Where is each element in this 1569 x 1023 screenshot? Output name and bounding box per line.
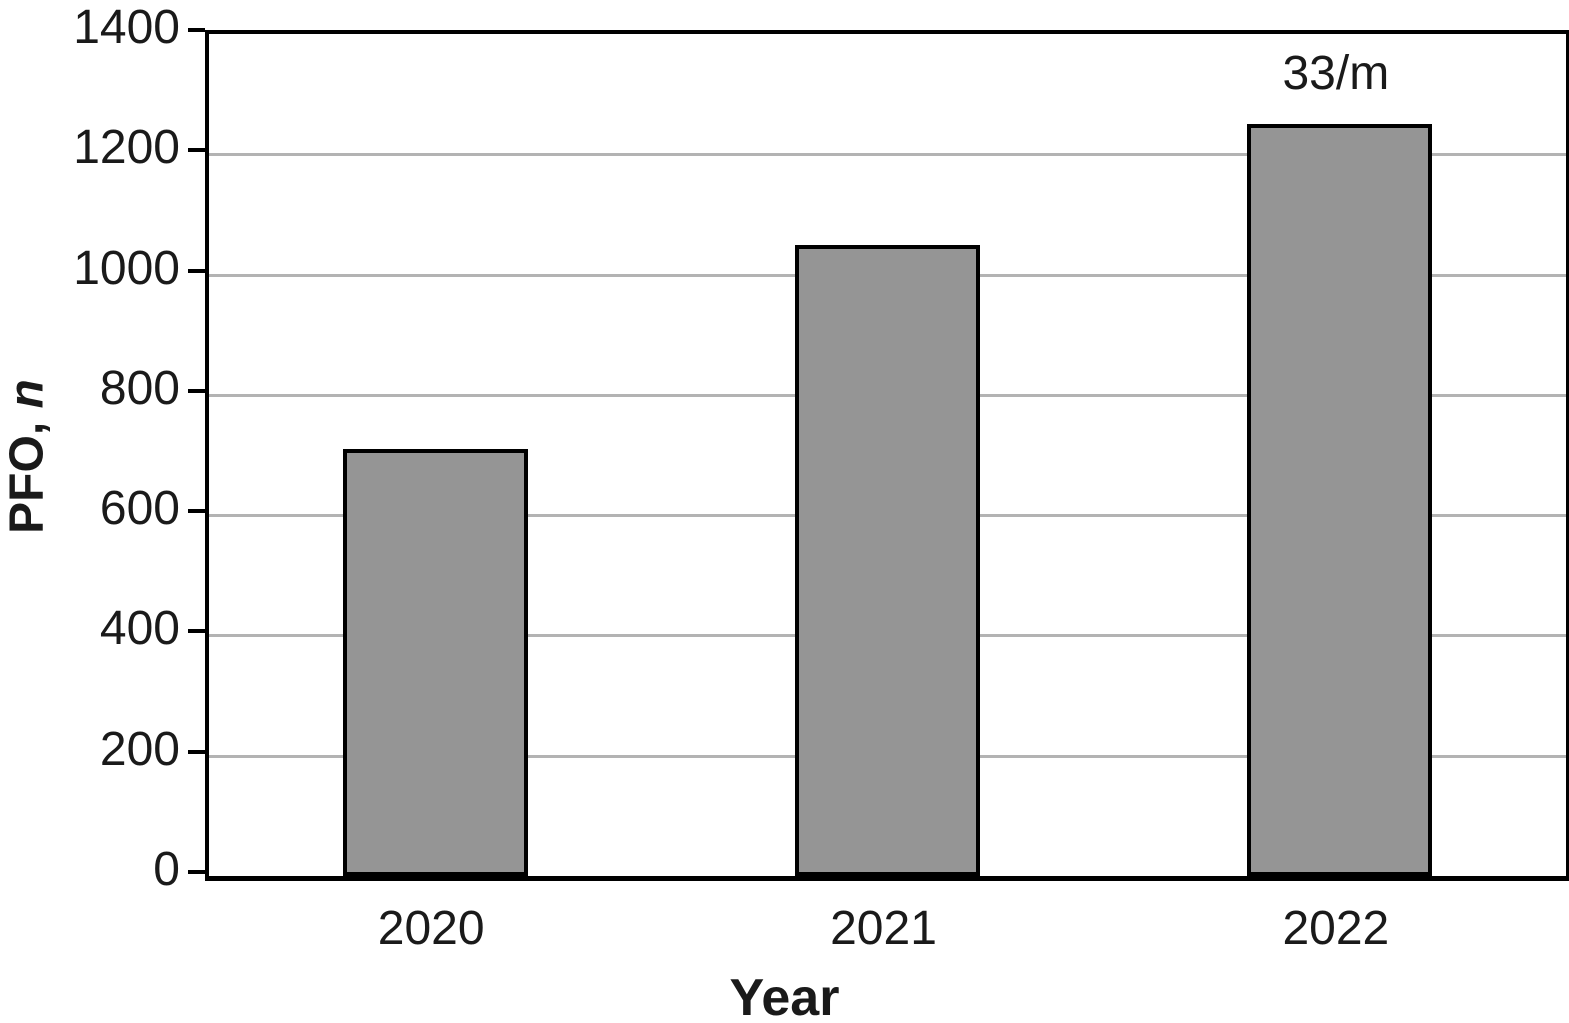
y-tick-label-1000: 1000	[73, 241, 180, 295]
bar-2021	[795, 244, 980, 876]
bar-2022	[1247, 124, 1433, 876]
y-tick-0	[188, 870, 205, 874]
y-tick-label-200: 200	[99, 722, 180, 776]
y-tick-1200	[188, 148, 205, 153]
y-axis-title-text: PFO,	[0, 408, 54, 534]
bar-2020	[342, 448, 528, 876]
y-tick-400	[188, 629, 205, 634]
gridline-1200	[209, 153, 1566, 157]
y-tick-label-600: 600	[99, 482, 180, 536]
x-tick-label-2022: 2022	[1282, 902, 1390, 955]
y-tick-1400	[188, 28, 205, 32]
y-axis-title-italic-n: n	[0, 379, 54, 409]
y-tick-label-0: 0	[153, 843, 180, 896]
bar-annotation-2022: 33/m	[1282, 47, 1390, 101]
x-tick-label-2021: 2021	[830, 902, 937, 955]
y-tick-600	[188, 509, 205, 514]
y-tick-label-1200: 1200	[73, 121, 180, 175]
x-axis-title: Year	[729, 969, 840, 1023]
y-tick-1000	[188, 268, 205, 273]
y-tick-200	[188, 749, 205, 754]
y-tick-label-800: 800	[99, 361, 180, 415]
y-tick-label-1400: 1400	[73, 1, 180, 54]
plot-area	[205, 30, 1569, 881]
x-tick-label-2020: 2020	[377, 902, 485, 955]
y-tick-800	[188, 388, 205, 393]
y-axis-title: PFO, n	[0, 242, 55, 672]
y-tick-label-400: 400	[99, 602, 180, 656]
